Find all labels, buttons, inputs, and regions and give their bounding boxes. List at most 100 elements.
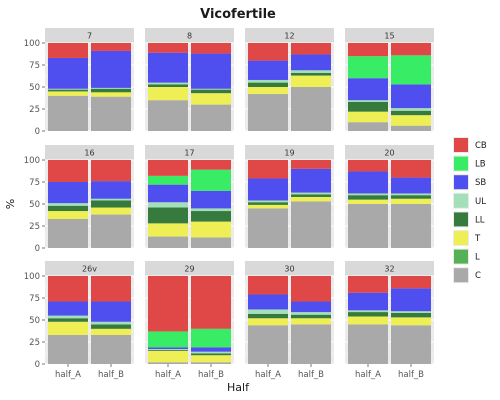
bar-segment-sb [391,178,431,194]
bar-segment-cb [148,43,188,53]
x-tick-label: half_B [298,370,324,380]
y-tick-label: 50 [29,83,40,93]
bar-segment-sb [291,302,331,313]
y-tick-label: 0 [35,244,40,254]
x-tick-label: half_A [55,370,81,380]
bar-segment-lb [148,331,188,347]
x-tick-label: half_A [255,370,281,380]
facet-label: 16 [84,149,94,158]
legend-label: LL [475,215,485,225]
bar-segment-ll [91,89,131,93]
bar-segment-c [148,237,188,248]
bar-segment-ul [248,200,288,202]
bar-segment-ul [48,203,88,206]
facet-panel: 30 half_A half_B [245,261,334,380]
y-tick-label: 75 [29,61,40,71]
bar-segment-ul [391,108,431,111]
y-tick-label: 100 [24,272,40,282]
bar-segment-cb [91,276,131,302]
y-tick-label: 25 [29,222,40,232]
bar-segment-ll [48,90,88,92]
facet-panel: 8 [145,28,234,131]
bar-segment-c [391,204,431,248]
bar-segment-t [248,205,288,209]
bar-segment-sb [391,84,431,108]
y-tick-label: 100 [24,39,40,49]
bar-segment-sb [48,58,88,89]
bar-segment-t [191,93,231,104]
facet-panel: 12 [245,28,334,131]
bar-segment-ul [248,80,288,83]
bar-segment-ul [291,193,331,195]
bar-segment-cb [48,160,88,182]
bar-segment-c [91,215,131,248]
bar-segment-t [291,76,331,87]
bar-segment-sb [191,347,231,351]
facet-grid: 7 0 25 50 75 100 8 12 15 16 0 25 50 75 100 17 19 20 26v 0 25… [24,28,434,380]
bar-segment-lb [391,55,431,84]
bar-segment-ll [291,73,331,76]
x-tick-label: half_A [155,370,181,380]
bar-segment-t [391,199,431,204]
bar-segment-cb [148,276,188,331]
facet-label: 15 [384,32,394,41]
y-axis-title: % [4,199,17,209]
bar-segment-c [248,325,288,364]
bar-segment-ul [391,193,431,195]
bar-segment-ll [248,202,288,205]
y-tick-label: 25 [29,338,40,348]
bar-segment-c [391,325,431,364]
bar-segment-cb [391,160,431,178]
legend-swatch [454,175,468,189]
bar-segment-ul [291,312,331,315]
bar-segment-c [191,237,231,248]
bar-segment-ul [191,89,231,90]
bar-segment-ll [91,200,131,207]
bar-segment-cb [148,160,188,176]
bar-segment-t [248,87,288,94]
bar-segment-ul [48,316,88,319]
bar-segment-c [291,201,331,248]
bar-segment-cb [191,160,231,170]
legend: CBLBSBULLLTLC [453,137,487,283]
bar-segment-c [291,324,331,364]
facet-label: 30 [284,265,294,274]
bar-segment-ll [191,211,231,222]
bar-segment-sb [191,54,231,89]
bar-segment-sb [148,53,188,83]
bar-segment-t [148,87,188,100]
facet-label: 29 [184,265,194,274]
bar-segment-ll [391,313,431,317]
bar-segment-ul [148,202,188,207]
bar-segment-sb [248,294,288,309]
bar-segment-cb [91,160,131,181]
bar-segment-sb [148,185,188,203]
y-tick-label: 0 [35,127,40,137]
bar-segment-sb [91,302,131,322]
bar-segment-ul [391,311,431,313]
bar-segment-c [391,126,431,131]
bar-segment-t [348,112,388,123]
bar-segment-cb [348,276,388,293]
bar-segment-c [348,324,388,364]
facet-panel: 16 0 25 50 75 100 [24,145,134,254]
bar-segment-ul [348,310,388,312]
bar-segment-t [48,211,88,219]
bar-segment-ll [48,206,88,211]
bar-segment-t [248,318,288,325]
bar-segment-t [391,115,431,126]
x-tick-label: half_B [198,370,224,380]
bar-segment-sb [91,181,131,199]
bar-segment-cb [91,43,131,51]
facet-panel: 17 [145,145,234,248]
bar-segment-cb [48,43,88,58]
bar-segment-c [91,97,131,131]
bar-segment-ll [48,318,88,322]
bar-segment-t [91,208,131,215]
bar-segment-c [48,96,88,131]
y-tick-label: 50 [29,316,40,326]
bar-segment-ll [248,83,288,87]
bar-segment-t [191,355,231,362]
bar-segment-t [48,322,88,335]
facet-panel: 29 half_A half_B [145,261,234,380]
